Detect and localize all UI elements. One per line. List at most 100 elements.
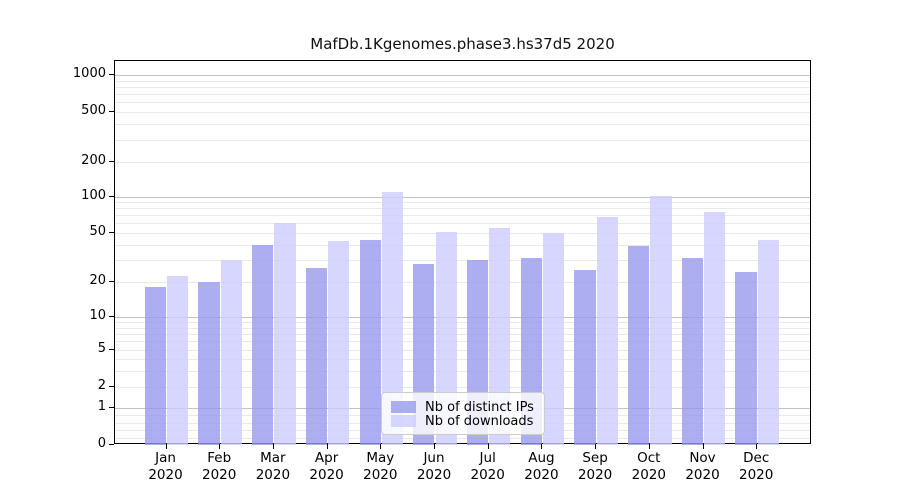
x-tick-mark: [434, 444, 435, 449]
minor-gridline: [115, 327, 810, 329]
legend-label-distinct-ips: Nb of distinct IPs: [425, 399, 534, 415]
y-tick-mark: [109, 407, 114, 408]
x-tick-mark: [648, 444, 650, 449]
minor-gridline: [115, 359, 810, 360]
minor-gridline: [115, 322, 810, 324]
legend-swatch-distinct-ips: [391, 401, 416, 413]
x-tick-mark: [272, 444, 274, 449]
legend-item-downloads: Nb of downloads: [391, 413, 535, 429]
legend-item-distinct-ips: Nb of distinct IPs: [391, 399, 535, 415]
minor-gridline: [115, 86, 810, 88]
legend: Nb of distinct IPs Nb of downloads: [381, 392, 545, 435]
y-tick-mark: [109, 232, 114, 233]
minor-gridline: [115, 102, 810, 104]
x-tick-mark: [595, 444, 597, 449]
x-tick-label: Dec 2020: [739, 450, 774, 483]
y-tick-label: 1000: [72, 66, 106, 81]
x-tick-label: Oct 2020: [631, 450, 666, 483]
bar-downloads-sep: [596, 216, 618, 445]
minor-gridline: [115, 223, 810, 225]
bar-distinct-ips-dec: [735, 271, 757, 445]
y-tick-mark: [109, 280, 114, 282]
x-tick-mark: [541, 444, 543, 449]
minor-gridline: [115, 124, 810, 126]
bar-downloads-jul: [489, 227, 511, 445]
y-tick-label: 200: [81, 153, 106, 168]
x-tick-mark: [756, 444, 758, 449]
bar-distinct-ips-feb: [198, 281, 220, 445]
bar-distinct-ips-mar: [252, 244, 274, 445]
minor-gridline: [115, 80, 810, 82]
x-tick-label: May 2020: [363, 450, 398, 483]
minor-gridline: [115, 94, 810, 96]
y-tick-label: 10: [89, 308, 106, 323]
minor-gridline: [115, 281, 810, 283]
legend-label-downloads: Nb of downloads: [425, 413, 534, 429]
y-tick-mark: [109, 74, 114, 75]
x-tick-label: Jan 2020: [148, 450, 183, 483]
bar-distinct-ips-sep: [574, 269, 596, 445]
y-tick-label: 1: [97, 399, 106, 414]
x-tick-mark: [219, 444, 221, 449]
y-tick-label: 2: [97, 378, 106, 393]
major-gridline: [115, 75, 810, 76]
y-tick-label: 0: [97, 436, 106, 451]
minor-gridline: [115, 208, 810, 210]
minor-gridline: [115, 233, 810, 234]
x-tick-label: Sep 2020: [577, 450, 613, 483]
plot-area: [114, 60, 811, 445]
minor-gridline: [115, 333, 810, 335]
minor-gridline: [115, 202, 810, 204]
bar-downloads-jun: [435, 231, 457, 445]
chart-title: MafDb.1Kgenomes.phase3.hs37d5 2020: [310, 35, 615, 53]
bar-distinct-ips-apr: [305, 267, 328, 445]
x-tick-mark: [165, 444, 167, 449]
minor-gridline: [115, 215, 810, 217]
x-tick-label: Aug 2020: [524, 450, 559, 483]
bar-downloads-mar: [274, 223, 296, 445]
y-tick-label: 5: [97, 341, 106, 356]
bar-downloads-aug: [542, 233, 565, 445]
minor-gridline: [115, 341, 810, 343]
legend-swatch-downloads: [391, 415, 416, 427]
bar-distinct-ips-oct: [628, 246, 650, 445]
bar-distinct-ips-jan: [144, 286, 166, 445]
y-tick-mark: [109, 195, 114, 197]
y-tick-mark: [109, 161, 114, 162]
y-tick-mark: [109, 386, 114, 387]
minor-gridline: [115, 244, 810, 246]
bar-downloads-jan: [167, 276, 189, 445]
bar-distinct-ips-may: [359, 239, 381, 445]
minor-gridline: [115, 112, 810, 113]
minor-gridline: [115, 370, 810, 372]
bar-downloads-dec: [757, 239, 779, 445]
y-tick-mark: [109, 349, 114, 350]
y-tick-mark: [109, 444, 114, 445]
x-tick-mark: [702, 444, 704, 449]
major-gridline: [115, 196, 810, 198]
minor-gridline: [115, 162, 810, 163]
bar-distinct-ips-nov: [681, 258, 703, 445]
x-tick-mark: [380, 444, 382, 449]
y-tick-label: 100: [81, 187, 106, 203]
x-tick-mark: [326, 444, 328, 449]
bar-downloads-nov: [704, 211, 726, 445]
minor-gridline: [115, 387, 810, 388]
major-gridline: [115, 317, 810, 318]
y-tick-label: 500: [81, 103, 106, 118]
minor-gridline: [115, 260, 810, 262]
x-tick-label: Apr 2020: [309, 450, 344, 483]
minor-gridline: [115, 350, 810, 351]
x-tick-mark: [487, 444, 489, 449]
bar-downloads-feb: [220, 260, 242, 445]
minor-gridline: [115, 437, 810, 439]
bar-downloads-apr: [328, 240, 350, 445]
bar-downloads-may: [381, 191, 404, 445]
y-tick-label: 20: [89, 272, 106, 288]
x-tick-label: Nov 2020: [685, 450, 720, 483]
x-tick-label: Jul 2020: [470, 450, 505, 483]
minor-gridline: [115, 139, 810, 141]
x-tick-label: Jun 2020: [416, 450, 452, 483]
x-tick-label: Mar 2020: [255, 450, 291, 483]
